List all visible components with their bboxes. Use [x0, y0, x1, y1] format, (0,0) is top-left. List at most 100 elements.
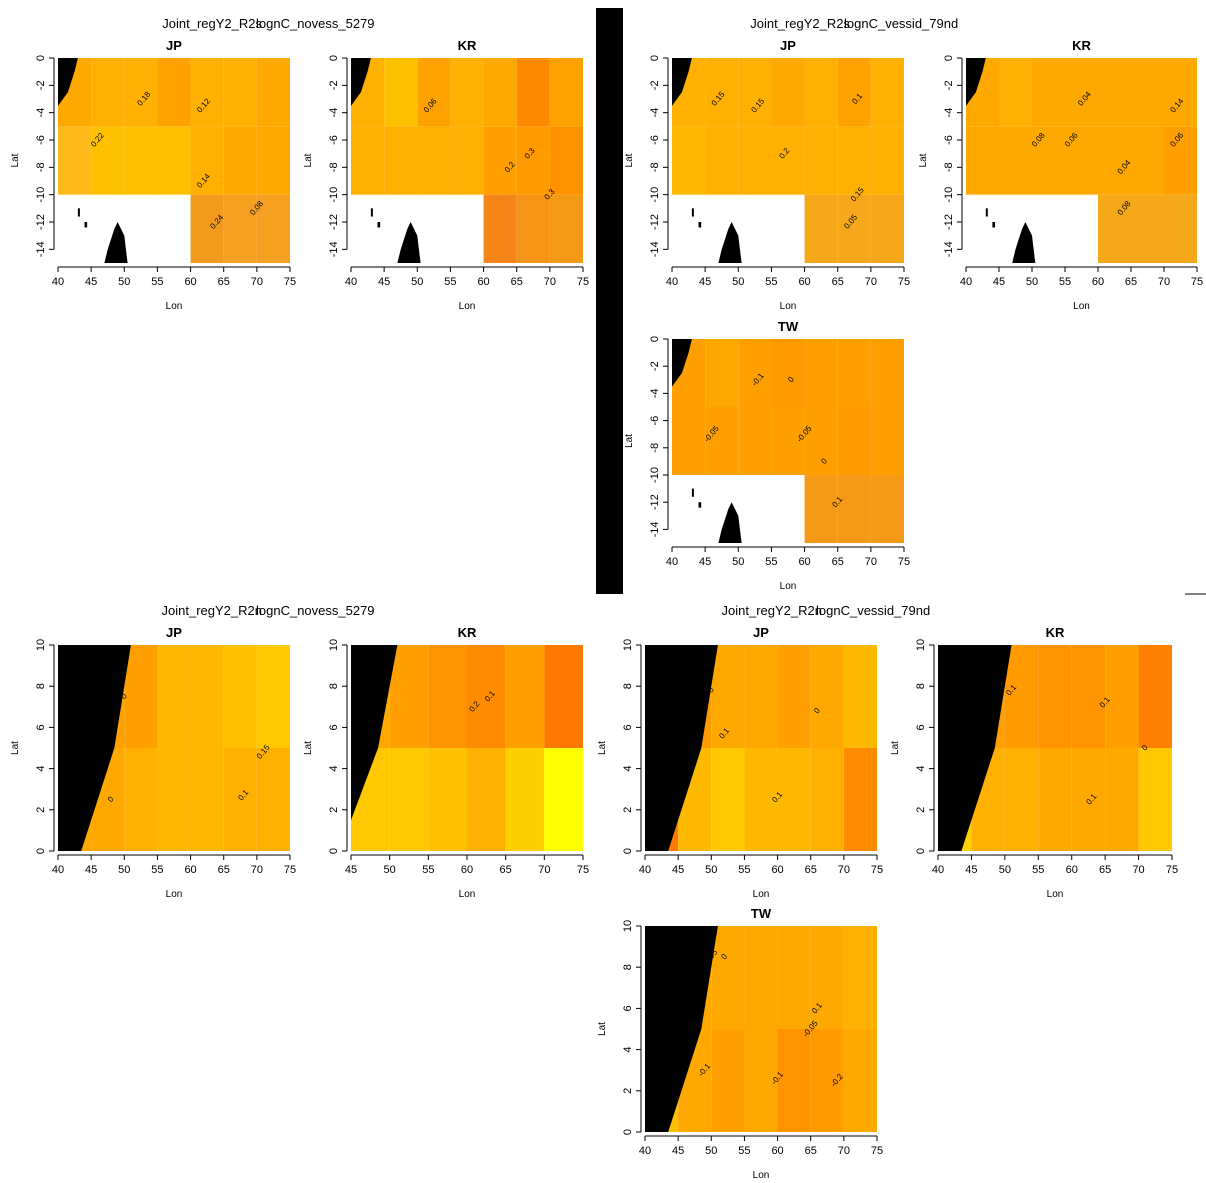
x-axis-label: Lon — [753, 889, 770, 900]
tile — [483, 194, 517, 263]
tile — [711, 926, 745, 1029]
x-tick-label: 55 — [765, 556, 777, 568]
tile — [1065, 126, 1098, 195]
y-tick-label: 10 — [35, 639, 47, 651]
x-tick-label: 45 — [672, 1145, 684, 1157]
x-tick-label: 75 — [898, 276, 910, 288]
tile — [223, 194, 257, 263]
contour-label: 0 — [819, 456, 829, 466]
tile — [549, 58, 583, 127]
tile — [58, 126, 92, 195]
x-tick-label: 40 — [932, 864, 944, 876]
x-tick-label: 40 — [639, 864, 651, 876]
tile — [810, 926, 844, 1029]
x-tick-label: 55 — [444, 276, 456, 288]
tile — [223, 645, 257, 748]
x-tick-label: 45 — [85, 276, 97, 288]
tile — [256, 194, 290, 263]
y-tick-label: -10 — [35, 187, 47, 203]
tile — [1138, 645, 1172, 748]
x-tick-label: 75 — [1191, 276, 1203, 288]
contour-label: 0 — [812, 706, 822, 716]
y-tick-label: -12 — [328, 214, 340, 230]
tile — [999, 126, 1032, 195]
y-axis-label: Lat — [303, 153, 314, 167]
tile — [124, 58, 158, 127]
tile — [771, 407, 805, 475]
y-tick-label: 6 — [328, 724, 340, 730]
x-tick-label: 45 — [699, 556, 711, 568]
tile — [1105, 748, 1139, 851]
tile — [1105, 645, 1139, 748]
y-tick-label: 0 — [649, 336, 661, 342]
y-tick-label: -10 — [649, 467, 661, 483]
land — [104, 222, 128, 263]
tile — [190, 126, 224, 195]
x-tick-label: 40 — [52, 864, 64, 876]
panel-title: KR — [1072, 38, 1091, 53]
tile — [870, 194, 904, 263]
y-tick-label: 2 — [35, 807, 47, 813]
x-tick-label: 70 — [865, 556, 877, 568]
tile — [843, 1029, 877, 1132]
y-tick-label: -6 — [649, 416, 661, 426]
tile — [804, 126, 838, 195]
y-tick-label: -10 — [328, 187, 340, 203]
tile — [450, 58, 484, 127]
y-tick-label: -4 — [649, 389, 661, 399]
tile — [483, 126, 517, 195]
tile — [744, 645, 778, 748]
y-tick-label: 4 — [915, 766, 927, 772]
x-tick-label: 40 — [666, 556, 678, 568]
x-tick-label: 55 — [151, 276, 163, 288]
tile — [124, 126, 158, 195]
x-axis-label: Lon — [166, 889, 183, 900]
tile — [124, 645, 158, 748]
tile — [157, 645, 191, 748]
x-tick-label: 50 — [384, 864, 396, 876]
x-axis-label: Lon — [459, 301, 476, 312]
figure-title: lognC_vessid_79nd — [816, 603, 930, 618]
tile — [744, 926, 778, 1029]
tile — [771, 58, 805, 127]
contour-label: 0 — [719, 952, 729, 962]
panel-title: JP — [166, 625, 182, 640]
land — [370, 208, 373, 217]
y-tick-label: -6 — [328, 135, 340, 145]
tile — [157, 748, 191, 851]
y-tick-label: -10 — [943, 187, 955, 203]
tile — [771, 126, 805, 195]
tile — [744, 748, 778, 851]
tile — [738, 407, 772, 475]
contour-label: 0 — [1140, 743, 1150, 753]
land — [351, 58, 371, 106]
tile — [1164, 194, 1197, 263]
x-tick-label: 75 — [1166, 864, 1178, 876]
tile — [837, 58, 871, 127]
land — [691, 208, 694, 217]
y-tick-label: -4 — [35, 108, 47, 118]
tile — [190, 645, 224, 748]
tile — [810, 1029, 844, 1132]
y-tick-label: -12 — [649, 494, 661, 510]
x-tick-label: 60 — [798, 556, 810, 568]
land — [84, 222, 88, 228]
tile — [705, 126, 739, 195]
tile — [1032, 126, 1065, 195]
tile — [870, 475, 904, 543]
y-tick-label: -2 — [943, 80, 955, 90]
x-tick-label: 70 — [544, 276, 556, 288]
tile — [1071, 645, 1106, 748]
x-axis-label: Lon — [1047, 889, 1064, 900]
y-axis-label: Lat — [624, 153, 635, 167]
tile — [705, 339, 739, 407]
tile — [1098, 58, 1131, 127]
tile — [672, 407, 706, 475]
tile — [744, 1029, 778, 1132]
tile — [804, 407, 838, 475]
y-tick-label: 10 — [328, 639, 340, 651]
y-tick-label: 0 — [943, 55, 955, 61]
y-tick-label: 4 — [35, 766, 47, 772]
x-tick-label: 60 — [184, 864, 196, 876]
panel-title: JP — [753, 625, 769, 640]
